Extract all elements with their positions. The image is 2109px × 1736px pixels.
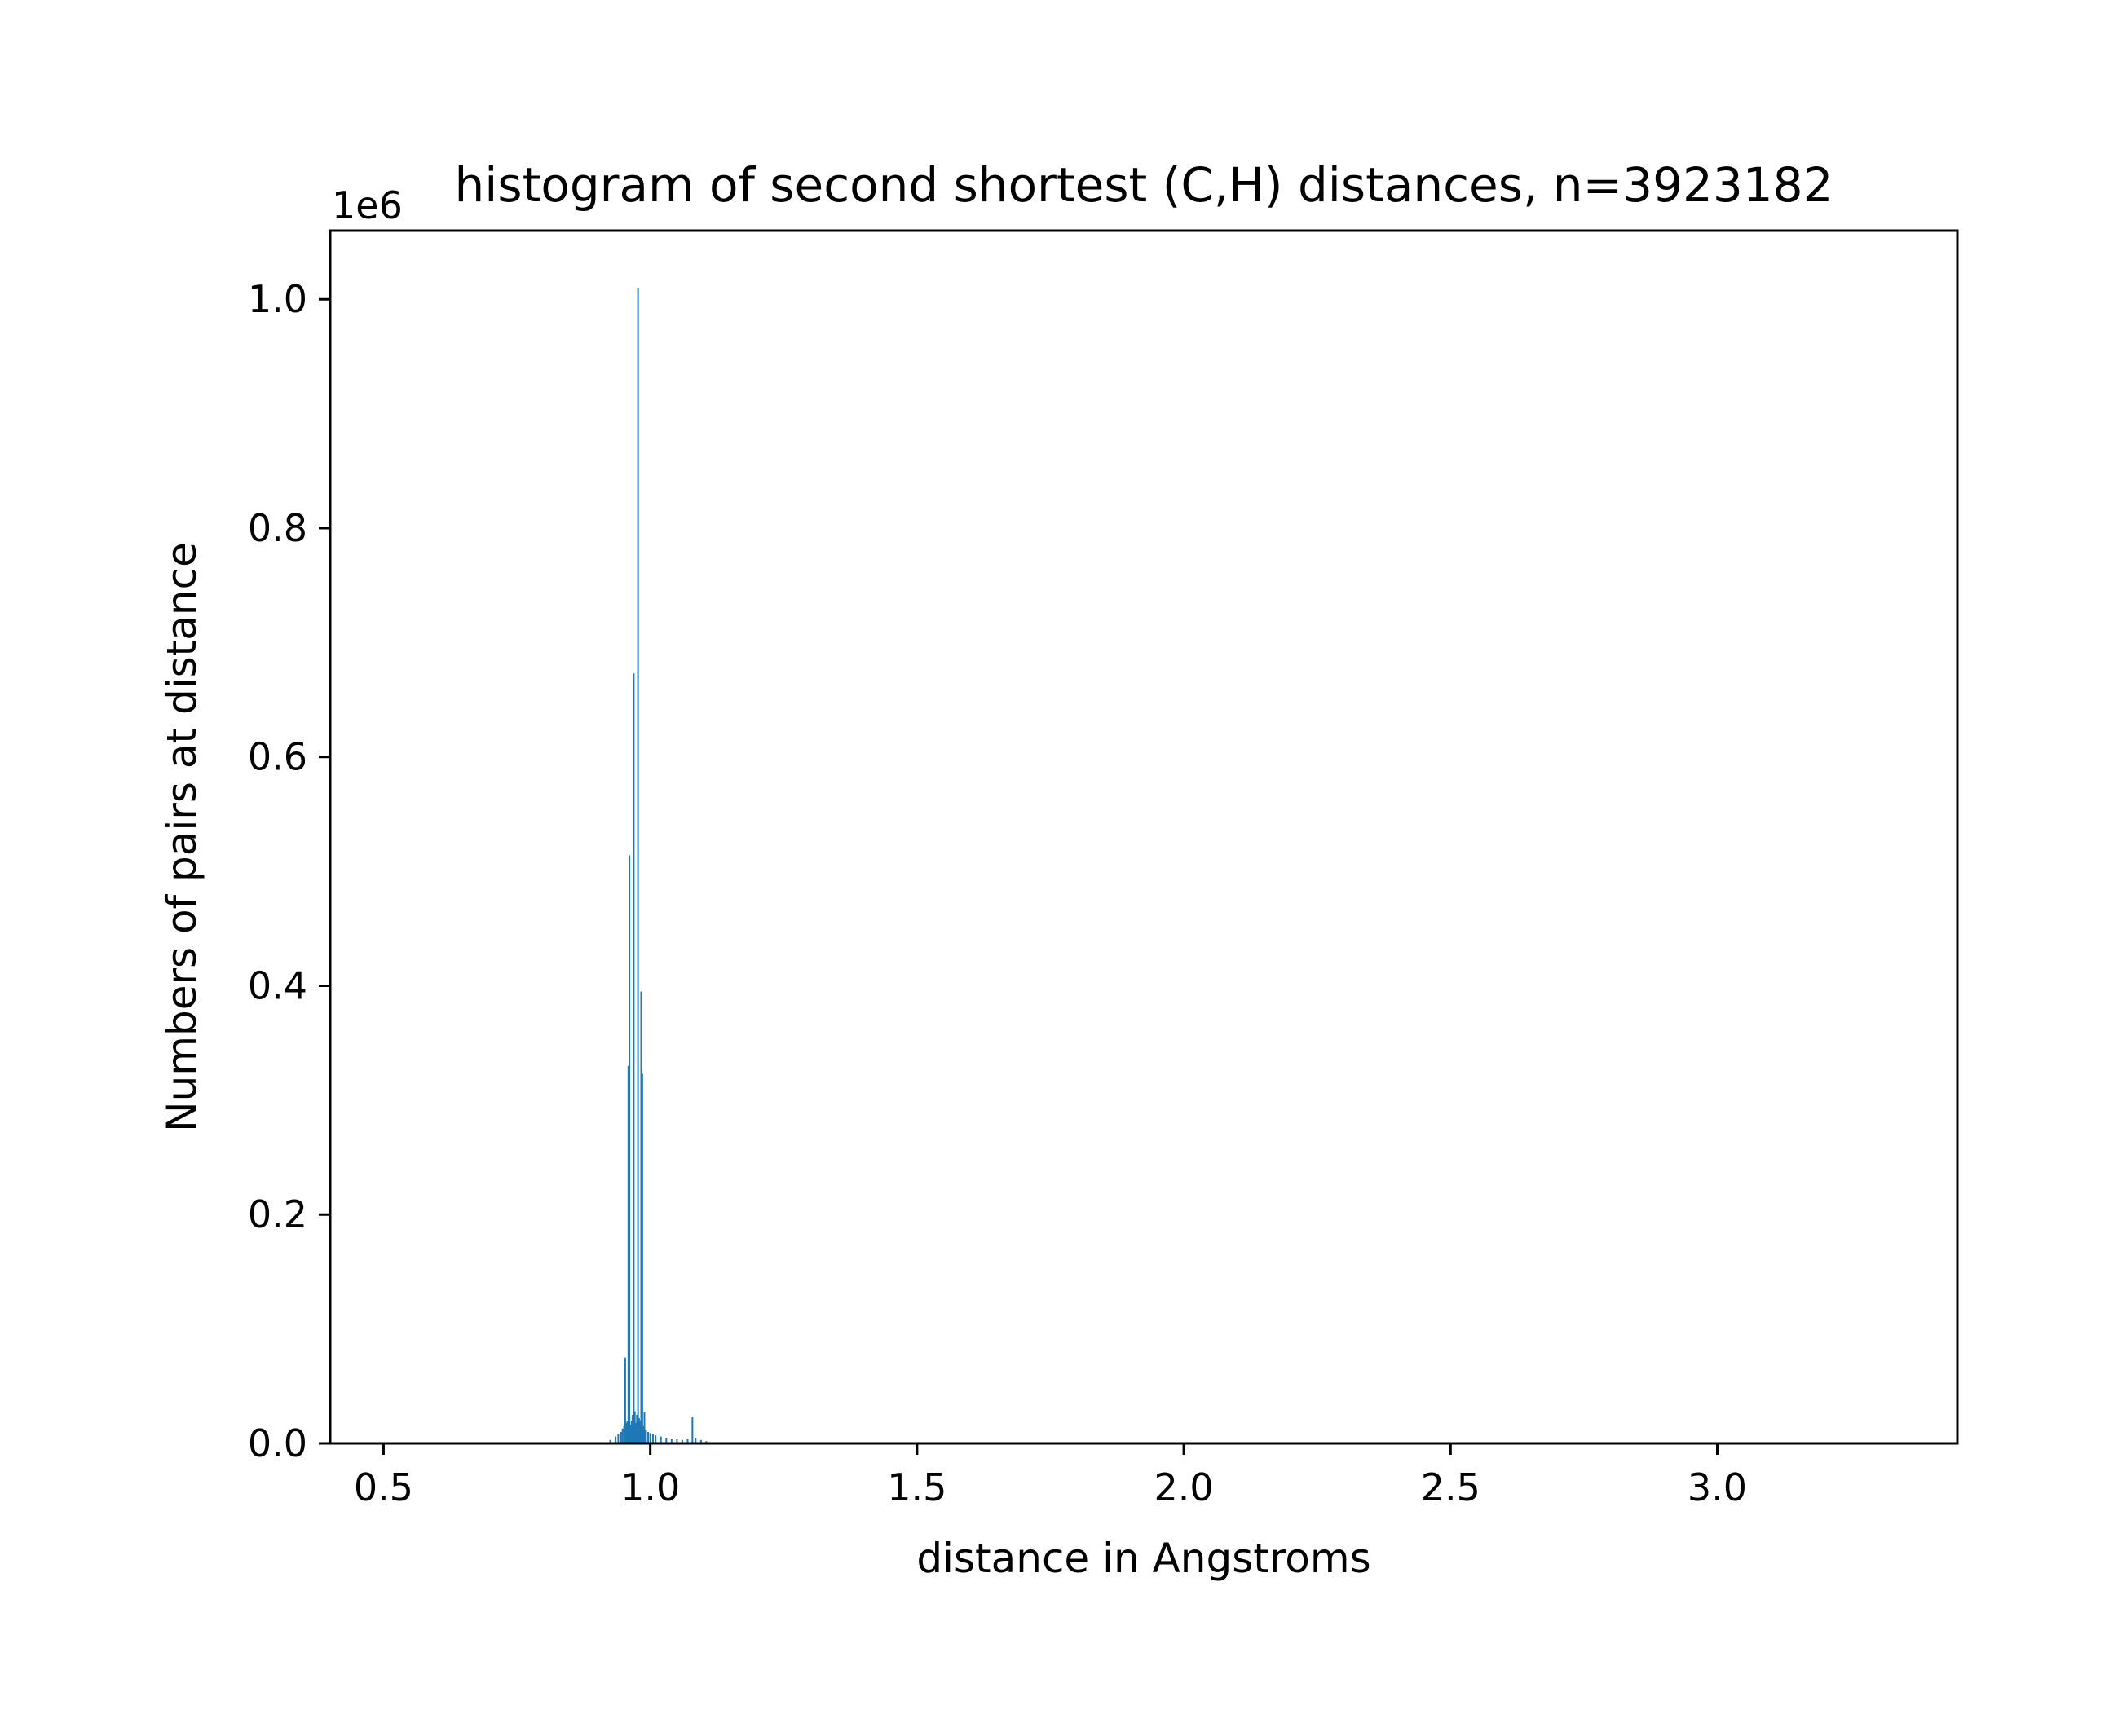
x-tick-label: 1.0: [620, 1465, 680, 1509]
histogram-bar: [640, 991, 642, 1443]
histogram-bar: [634, 1422, 637, 1443]
histogram-bar: [633, 673, 635, 1443]
histogram-bar: [637, 288, 639, 1444]
histogram-bar: [676, 1439, 678, 1443]
y-tick-label: 0.6: [248, 735, 307, 779]
y-axis-ticks: 0.0 0.2 0.4 0.6 0.8 1.0: [248, 277, 330, 1465]
histogram-bar: [699, 1439, 702, 1443]
histogram-bar: [695, 1437, 697, 1443]
x-tick-label: 2.5: [1421, 1465, 1480, 1509]
y-tick-label: 0.4: [248, 963, 307, 1007]
histogram-bar: [681, 1439, 683, 1443]
histogram-bar: [642, 1425, 645, 1443]
x-tick-label: 1.5: [887, 1465, 946, 1509]
histogram-bar: [670, 1439, 673, 1443]
plot-area-frame: [329, 229, 1959, 1445]
histogram-bar: [626, 1420, 629, 1443]
histogram-bar: [641, 1073, 643, 1443]
x-tick-label: 2.0: [1154, 1465, 1214, 1509]
histogram-bar: [645, 1430, 647, 1443]
x-tick-label: 3.0: [1688, 1465, 1747, 1509]
histogram-bar: [649, 1433, 651, 1443]
histogram-bar: [617, 1434, 620, 1443]
histogram-bar: [621, 1428, 624, 1443]
histogram-bar: [686, 1439, 689, 1443]
histogram-bars: [609, 288, 708, 1444]
y-tick-label: 0.8: [248, 506, 307, 550]
histogram-bar: [620, 1431, 622, 1443]
histogram-bar: [627, 1065, 629, 1443]
histogram-bar: [660, 1436, 662, 1443]
histogram-bar: [647, 1431, 650, 1443]
histogram-bar: [636, 1414, 638, 1443]
histogram-bar: [629, 855, 631, 1443]
x-axis-ticks: 0.5 1.0 1.5 2.0 2.5 3.0: [354, 1443, 1747, 1509]
histogram-bar: [639, 1420, 642, 1443]
histogram-bar: [615, 1436, 617, 1443]
histogram-bar: [629, 1425, 632, 1443]
x-axis-label: distance in Angstroms: [916, 1535, 1370, 1582]
histogram-bar: [665, 1437, 668, 1443]
histogram-bar: [623, 1425, 625, 1443]
chart-title: histogram of second shortest (C,H) dista…: [455, 157, 1833, 213]
y-tick-label: 1.0: [248, 277, 307, 321]
y-tick-label: 0.2: [248, 1192, 307, 1236]
histogram-bar: [609, 1439, 611, 1443]
histogram-bar: [651, 1434, 654, 1443]
histogram-bar: [633, 1411, 636, 1443]
y-axis-offset-label: 1e6: [332, 183, 403, 227]
histogram-bar: [643, 1412, 646, 1443]
histogram-bar: [655, 1435, 657, 1443]
histogram-bar: [632, 1414, 634, 1443]
histogram-bar: [625, 1422, 628, 1443]
y-axis-label: Numbers of pairs at distance: [158, 542, 205, 1132]
histogram-bar: [638, 1418, 640, 1443]
histogram-bar: [624, 1357, 626, 1443]
histogram-bar: [630, 1420, 633, 1443]
y-tick-label: 0.0: [248, 1421, 307, 1465]
histogram-bar: [691, 1417, 694, 1443]
x-tick-label: 0.5: [354, 1465, 413, 1509]
